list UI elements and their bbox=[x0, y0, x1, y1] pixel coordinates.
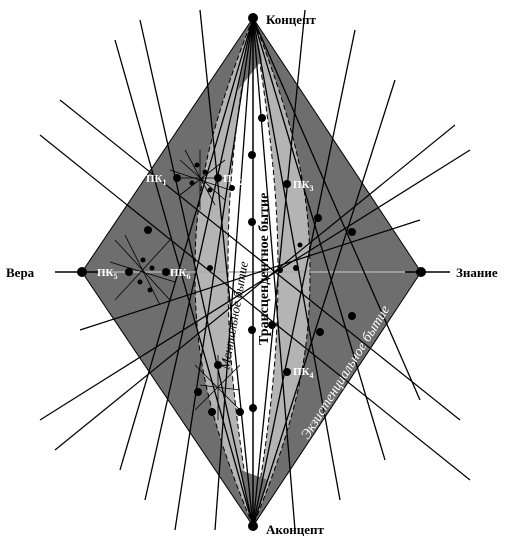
pole-left-label: Вера bbox=[6, 265, 35, 280]
pole-top-label: Концепт bbox=[266, 12, 317, 27]
pk6-label: ПК6 bbox=[170, 267, 191, 281]
bottom-cluster-lines bbox=[194, 355, 241, 420]
pole-right-label: Знание bbox=[456, 265, 498, 280]
pk2-label: ПК2 bbox=[223, 173, 244, 187]
pk3-label: ПК3 bbox=[293, 179, 314, 193]
pk5-label: ПК5 bbox=[97, 267, 118, 281]
pk5-cluster-lines bbox=[109, 234, 176, 306]
dots bbox=[77, 13, 426, 531]
pk1-label: ПК1 bbox=[146, 173, 167, 187]
pk4-label: ПК4 bbox=[293, 366, 314, 380]
cross-lines bbox=[39, 99, 471, 481]
transcendent-label: Трансцендентное бытие bbox=[257, 193, 272, 345]
pole-bottom-label: Аконцепт bbox=[266, 522, 324, 536]
